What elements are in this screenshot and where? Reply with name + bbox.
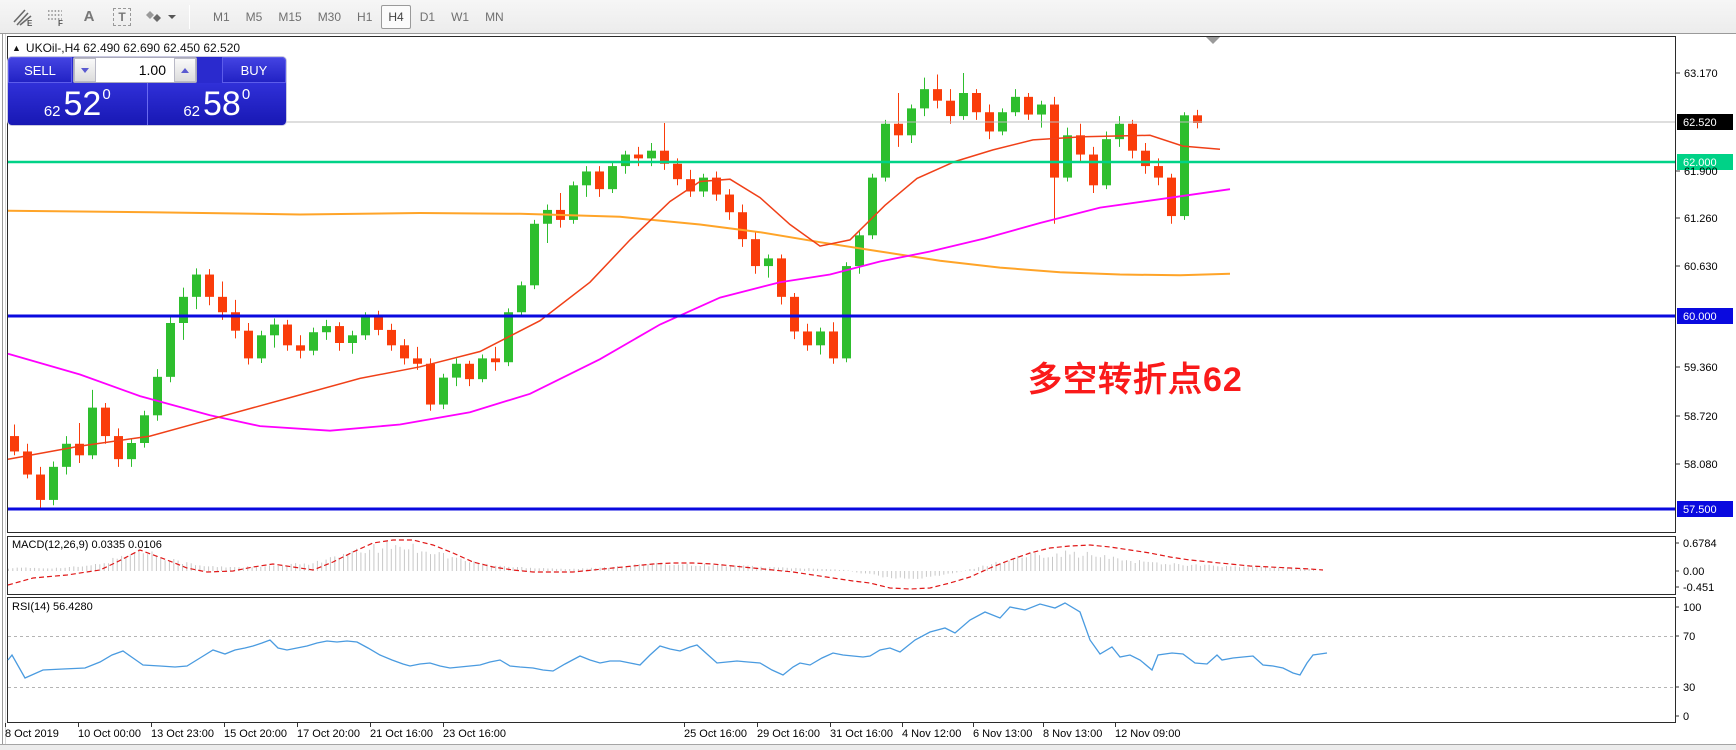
sell-price-tile[interactable]: 62 52 0 bbox=[8, 83, 148, 125]
chart-annotation-text: 多空转折点62 bbox=[1028, 361, 1243, 399]
svg-text:F: F bbox=[58, 19, 63, 27]
sell-price-pip: 0 bbox=[102, 86, 111, 103]
time-axis-label: 8 Oct 2019 bbox=[5, 728, 59, 740]
time-axis-label: 25 Oct 16:00 bbox=[684, 728, 747, 740]
toolbar: E F A T M1 M5 M15 M30 H1 H4 D1 W1 bbox=[0, 0, 1736, 34]
last-bar-marker-icon bbox=[1206, 37, 1220, 44]
rsi-axis-label: 100 bbox=[1683, 602, 1701, 614]
time-axis-label: 8 Nov 13:00 bbox=[1043, 728, 1103, 740]
status-strip bbox=[0, 744, 1736, 750]
timeframe-button-h4[interactable]: H4 bbox=[381, 4, 411, 29]
price-badge-label: 62.000 bbox=[1683, 157, 1717, 169]
timeframe-button-mn[interactable]: MN bbox=[485, 9, 504, 24]
macd-signal-line bbox=[7, 539, 1324, 590]
buy-price-prefix: 62 bbox=[183, 103, 200, 120]
price-badge-label: 57.500 bbox=[1683, 504, 1717, 516]
buy-price-tile[interactable]: 62 58 0 bbox=[147, 83, 286, 125]
price-badge-57.500 bbox=[1677, 501, 1733, 517]
time-axis-label: 12 Nov 09:00 bbox=[1115, 728, 1181, 740]
rsi-axis-label: 0 bbox=[1683, 711, 1689, 723]
ma-orange-line bbox=[7, 209, 1231, 277]
time-axis-label: 31 Oct 16:00 bbox=[830, 728, 893, 740]
arrow-up-icon bbox=[181, 67, 189, 73]
volume-increase-button[interactable] bbox=[174, 58, 196, 82]
macd-panel-frame bbox=[7, 536, 1676, 595]
price-badge-label: 62.520 bbox=[1683, 117, 1717, 129]
price-tick-label: 58.080 bbox=[1684, 459, 1718, 471]
time-axis-label: 15 Oct 20:00 bbox=[224, 728, 287, 740]
rsi-line bbox=[7, 602, 1328, 679]
time-axis-label: 21 Oct 16:00 bbox=[370, 728, 433, 740]
text-box-icon[interactable]: T bbox=[107, 4, 137, 30]
time-axis-label: 29 Oct 16:00 bbox=[757, 728, 820, 740]
rsi-label: RSI(14) 56.4280 bbox=[12, 601, 93, 613]
text-label-icon[interactable]: A bbox=[83, 8, 95, 25]
svg-text:E: E bbox=[27, 19, 33, 27]
macd-axis-label: -0.451 bbox=[1683, 582, 1714, 594]
toolbar-separator bbox=[189, 4, 190, 29]
candlestick-series bbox=[10, 73, 1202, 508]
rsi-axis-label: 70 bbox=[1683, 631, 1695, 643]
symbol-ohlc-text: UKOil-,H4 62.490 62.690 62.450 62.520 bbox=[25, 41, 241, 55]
macd-axis-label: 0.00 bbox=[1683, 566, 1704, 578]
timeframe-button-w1[interactable]: W1 bbox=[451, 9, 470, 24]
one-click-trade-panel: SELL BUY 62 52 0 62 58 0 bbox=[8, 57, 286, 125]
sell-price-big: 52 bbox=[63, 85, 102, 123]
price-badge-label: 60.000 bbox=[1683, 311, 1717, 323]
macd-axis-label: 0.6784 bbox=[1683, 538, 1717, 550]
buy-price-big: 58 bbox=[203, 85, 241, 123]
timeframe-button-d1[interactable]: D1 bbox=[419, 9, 436, 24]
rsi-panel-frame bbox=[7, 597, 1676, 723]
ma-fast-line bbox=[7, 134, 1221, 460]
time-axis-label: 4 Nov 12:00 bbox=[902, 728, 962, 740]
timeframe-button-h1[interactable]: H1 bbox=[357, 9, 373, 24]
price-tick-label: 61.900 bbox=[1684, 166, 1718, 178]
chart-style-icon[interactable] bbox=[140, 4, 180, 30]
price-badge-62.520 bbox=[1677, 114, 1733, 130]
time-axis-label: 17 Oct 20:00 bbox=[297, 728, 360, 740]
timeframe-button-m5[interactable]: M5 bbox=[245, 9, 263, 24]
drawing-tools-group: E F A T bbox=[0, 4, 183, 30]
timeframe-button-m30[interactable]: M30 bbox=[317, 9, 342, 24]
volume-decrease-button[interactable] bbox=[74, 58, 96, 82]
price-tick-label: 58.720 bbox=[1684, 411, 1718, 423]
time-axis-label: 23 Oct 16:00 bbox=[443, 728, 506, 740]
buy-price-pip: 0 bbox=[241, 86, 251, 103]
sell-price-prefix: 62 bbox=[43, 103, 61, 120]
time-axis-label: 13 Oct 23:00 bbox=[151, 728, 214, 740]
price-badge-60.000 bbox=[1677, 308, 1733, 324]
buy-button[interactable]: BUY bbox=[222, 57, 286, 83]
volume-input[interactable] bbox=[96, 58, 174, 82]
timeframe-group: M1 M5 M15 M30 H1 H4 D1 W1 MN bbox=[198, 4, 513, 29]
timeframe-button-m1[interactable]: M1 bbox=[213, 9, 230, 24]
macd-label: MACD(12,26,9) 0.0335 0.0106 bbox=[12, 539, 162, 551]
rsi-axis-label: 30 bbox=[1683, 682, 1695, 694]
price-tick-label: 63.170 bbox=[1684, 68, 1718, 80]
time-axis-label: 6 Nov 13:00 bbox=[973, 728, 1033, 740]
price-badge-62.000 bbox=[1677, 154, 1733, 170]
time-axis-label: 10 Oct 00:00 bbox=[78, 728, 141, 740]
price-tick-label: 59.360 bbox=[1684, 362, 1718, 374]
volume-control bbox=[73, 57, 197, 83]
collapse-triangle-icon[interactable]: ▲ bbox=[12, 43, 21, 53]
price-tick-label: 61.260 bbox=[1684, 213, 1718, 225]
arrow-down-icon bbox=[81, 67, 89, 73]
sell-button[interactable]: SELL bbox=[8, 57, 72, 83]
ma-magenta-line bbox=[7, 188, 1231, 432]
grid-icon[interactable]: F bbox=[41, 4, 71, 30]
crosshair-draw-icon[interactable]: E bbox=[8, 4, 38, 30]
symbol-header[interactable]: ▲ UKOil-,H4 62.490 62.690 62.450 62.520 bbox=[12, 41, 240, 55]
price-tick-label: 60.630 bbox=[1684, 261, 1718, 273]
timeframe-button-m15[interactable]: M15 bbox=[278, 9, 302, 24]
